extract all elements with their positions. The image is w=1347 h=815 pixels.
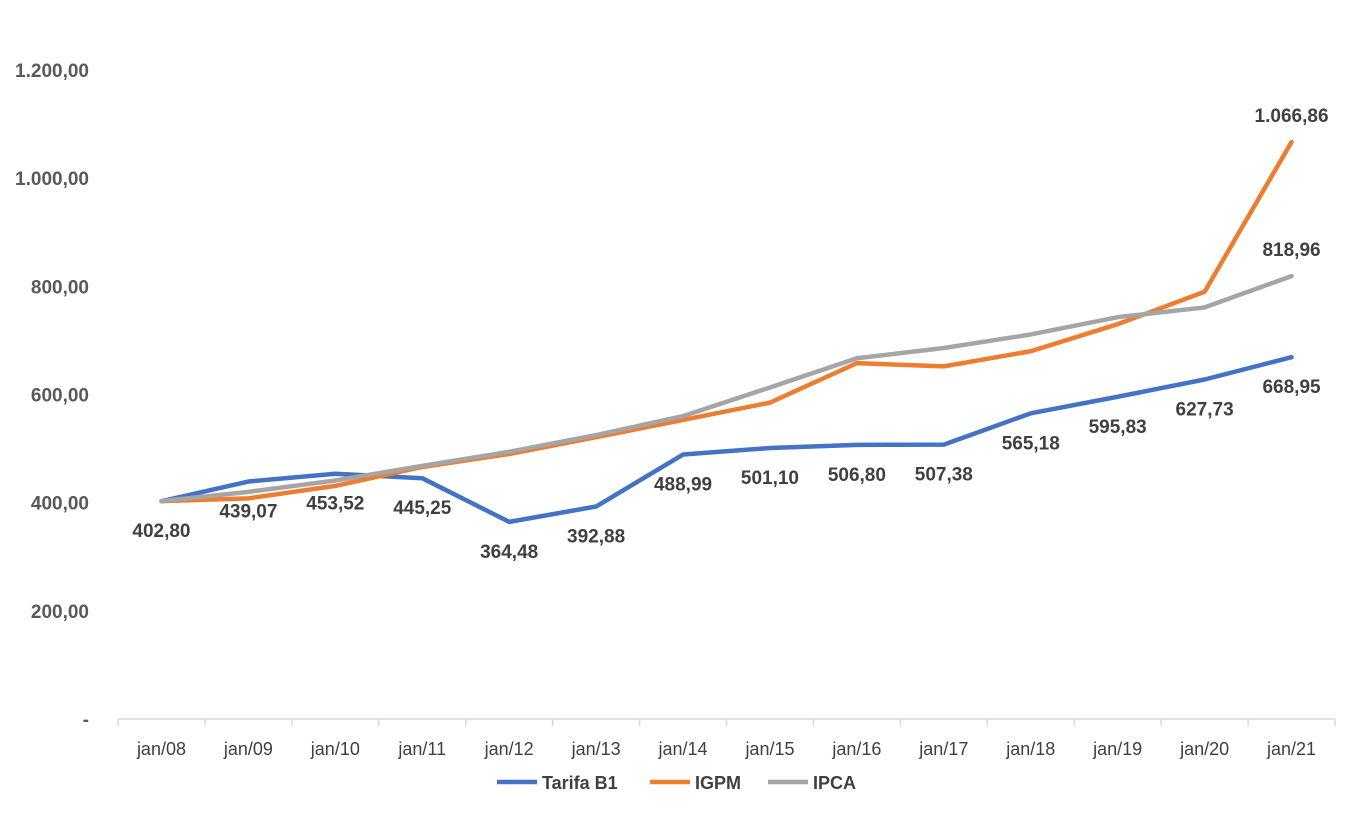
x-tick-label: jan/17 — [918, 739, 968, 759]
x-tick-label: jan/19 — [1092, 739, 1142, 759]
x-tick-label: jan/14 — [658, 739, 708, 759]
legend-label-igpm: IGPM — [695, 773, 741, 793]
series-lines — [159, 139, 1294, 525]
data-label-tarifa-b1: 595,83 — [1089, 417, 1147, 438]
data-label-igpm: 1.066,86 — [1255, 106, 1329, 127]
y-tick-label: 1.200,00 — [15, 61, 89, 82]
y-tick-label: 400,00 — [31, 494, 89, 515]
x-tick-label: jan/11 — [397, 739, 446, 759]
data-label-tarifa-b1: 668,95 — [1262, 377, 1321, 398]
x-tick-label: jan/12 — [484, 739, 534, 759]
data-label-tarifa-b1: 627,73 — [1176, 400, 1234, 421]
x-tick-label: jan/21 — [1266, 739, 1316, 759]
y-tick-label: 800,00 — [31, 277, 89, 298]
y-tick-label: 1.000,00 — [15, 169, 89, 190]
y-tick-label: 600,00 — [31, 386, 89, 407]
series-line-igpm — [159, 139, 1294, 504]
data-label-tarifa-b1: 507,38 — [915, 465, 973, 486]
x-tick-label: jan/15 — [744, 739, 794, 759]
x-tick-label: jan/08 — [136, 739, 186, 759]
x-tick-label: jan/16 — [831, 739, 881, 759]
legend: Tarifa B1 IGPM IPCA — [497, 773, 856, 793]
data-label-tarifa-b1: 501,10 — [741, 468, 799, 489]
y-tick-label: 200,00 — [31, 602, 89, 623]
series-line-ipca — [159, 273, 1294, 504]
x-axis: jan/08 jan/09 jan/10 jan/11 jan/12 jan/13 jan/… — [117, 718, 1336, 759]
data-label-tarifa-b1: 565,18 — [1002, 433, 1060, 454]
y-tick-label: - — [83, 710, 89, 731]
data-label-ipca: 818,96 — [1262, 240, 1320, 261]
legend-label-tarifa-b1: Tarifa B1 — [542, 773, 618, 793]
data-label-tarifa-b1: 439,07 — [219, 502, 277, 523]
x-tick-label: jan/09 — [223, 739, 273, 759]
x-tick-label: jan/20 — [1179, 739, 1229, 759]
x-tick-label: jan/10 — [310, 739, 360, 759]
data-label-tarifa-b1: 402,80 — [132, 521, 190, 542]
x-tick-label: jan/18 — [1005, 739, 1055, 759]
y-axis: - 200,00 400,00 600,00 800,00 1.000,00 1.200,0… — [15, 61, 89, 731]
data-label-tarifa-b1: 364,48 — [480, 542, 538, 563]
x-tick-label: jan/13 — [571, 739, 621, 759]
data-label-tarifa-b1: 392,88 — [567, 527, 625, 548]
data-label-tarifa-b1: 453,52 — [306, 494, 364, 515]
data-label-tarifa-b1: 488,99 — [654, 475, 712, 496]
data-labels: 402,80 439,07 453,52 445,25 364,48 392,88 488,… — [132, 106, 1328, 563]
series-line-tarifa-b1 — [159, 354, 1294, 525]
data-label-tarifa-b1: 445,25 — [393, 498, 452, 519]
legend-label-ipca: IPCA — [813, 773, 856, 793]
data-label-tarifa-b1: 506,80 — [828, 465, 886, 486]
